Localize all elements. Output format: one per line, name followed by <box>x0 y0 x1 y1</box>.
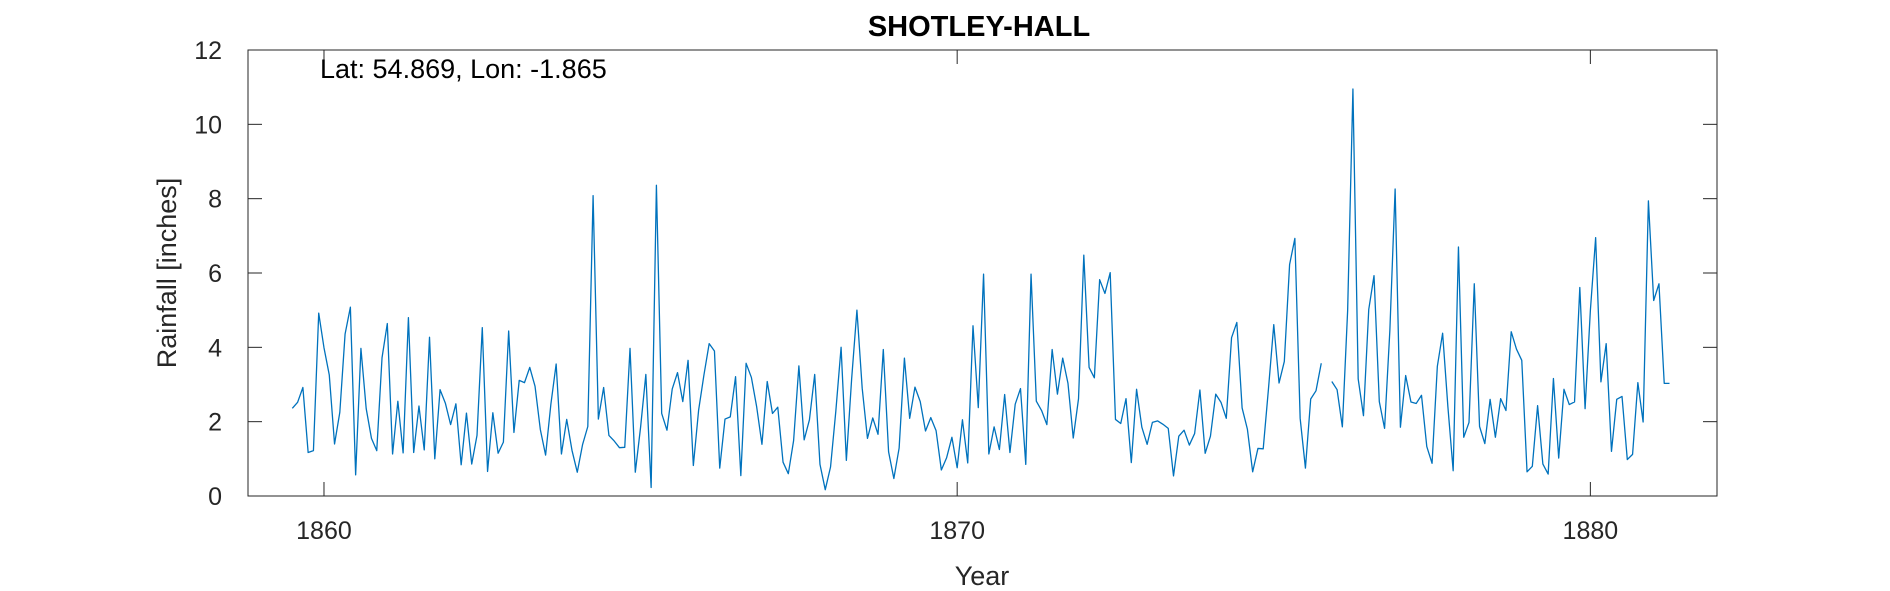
location-annotation: Lat: 54.869, Lon: -1.865 <box>320 54 607 84</box>
y-tick-label: 10 <box>194 111 222 139</box>
chart-title: SHOTLEY-HALL <box>868 11 1090 43</box>
rainfall-series-line <box>291 88 1670 491</box>
axis-ticks <box>248 49 1717 497</box>
y-tick-label: 4 <box>208 334 222 362</box>
x-axis-label: Year <box>955 561 1010 591</box>
x-tick-label: 1880 <box>1563 517 1619 545</box>
y-tick-label: 0 <box>208 483 222 511</box>
y-tick-label: 6 <box>208 260 222 288</box>
y-axis-label: Rainfall [inches] <box>152 178 182 369</box>
tick-labels: 1860 1870 1880 0 2 4 6 8 10 12 <box>194 37 1618 545</box>
y-tick-label: 2 <box>208 409 222 437</box>
y-tick-label: 12 <box>194 37 222 65</box>
x-tick-label: 1870 <box>929 517 985 545</box>
x-tick-label: 1860 <box>296 517 352 545</box>
y-tick-label: 8 <box>208 186 222 214</box>
plot-area <box>247 49 1718 497</box>
